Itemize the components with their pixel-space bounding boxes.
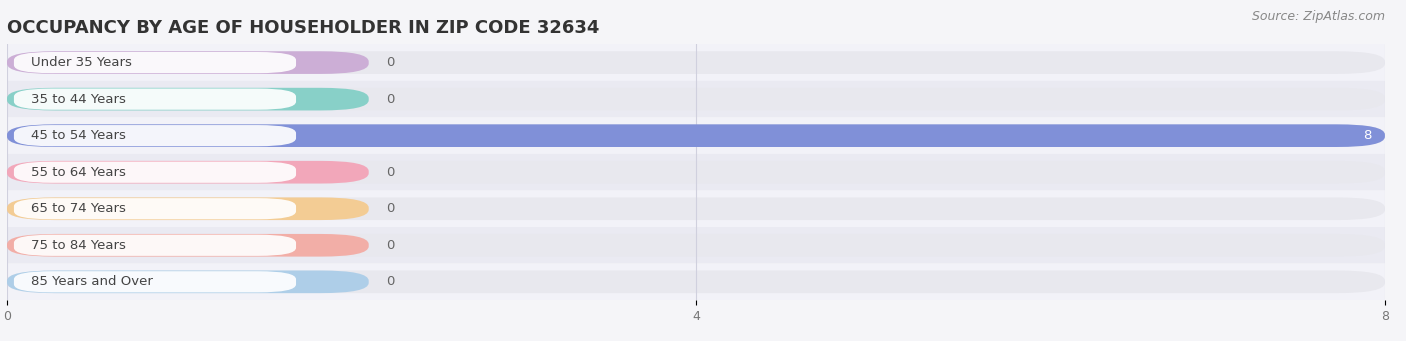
FancyBboxPatch shape <box>14 235 297 256</box>
FancyBboxPatch shape <box>7 117 1385 154</box>
FancyBboxPatch shape <box>14 89 297 110</box>
FancyBboxPatch shape <box>7 191 1385 227</box>
FancyBboxPatch shape <box>14 125 297 146</box>
Text: 35 to 44 Years: 35 to 44 Years <box>31 93 127 106</box>
Text: 0: 0 <box>387 239 394 252</box>
FancyBboxPatch shape <box>7 270 368 293</box>
Text: 8: 8 <box>1362 129 1371 142</box>
FancyBboxPatch shape <box>7 227 1385 264</box>
FancyBboxPatch shape <box>7 270 1385 293</box>
FancyBboxPatch shape <box>7 88 368 110</box>
FancyBboxPatch shape <box>7 44 1385 81</box>
Text: Source: ZipAtlas.com: Source: ZipAtlas.com <box>1251 10 1385 23</box>
Text: 0: 0 <box>387 202 394 215</box>
FancyBboxPatch shape <box>7 234 368 257</box>
FancyBboxPatch shape <box>14 271 297 292</box>
FancyBboxPatch shape <box>7 88 1385 110</box>
Text: 0: 0 <box>387 275 394 288</box>
FancyBboxPatch shape <box>7 161 368 183</box>
Text: OCCUPANCY BY AGE OF HOUSEHOLDER IN ZIP CODE 32634: OCCUPANCY BY AGE OF HOUSEHOLDER IN ZIP C… <box>7 19 599 37</box>
FancyBboxPatch shape <box>7 124 1385 147</box>
FancyBboxPatch shape <box>7 154 1385 191</box>
Text: 85 Years and Over: 85 Years and Over <box>31 275 153 288</box>
FancyBboxPatch shape <box>14 198 297 219</box>
Text: Under 35 Years: Under 35 Years <box>31 56 132 69</box>
FancyBboxPatch shape <box>7 197 368 220</box>
FancyBboxPatch shape <box>7 124 1385 147</box>
FancyBboxPatch shape <box>7 81 1385 117</box>
FancyBboxPatch shape <box>7 161 1385 183</box>
FancyBboxPatch shape <box>14 162 297 183</box>
FancyBboxPatch shape <box>14 52 297 73</box>
Text: 55 to 64 Years: 55 to 64 Years <box>31 166 127 179</box>
Text: 0: 0 <box>387 56 394 69</box>
Text: 0: 0 <box>387 166 394 179</box>
Text: 45 to 54 Years: 45 to 54 Years <box>31 129 127 142</box>
FancyBboxPatch shape <box>7 234 1385 257</box>
FancyBboxPatch shape <box>7 264 1385 300</box>
FancyBboxPatch shape <box>7 197 1385 220</box>
Text: 65 to 74 Years: 65 to 74 Years <box>31 202 127 215</box>
Text: 0: 0 <box>387 93 394 106</box>
Text: 75 to 84 Years: 75 to 84 Years <box>31 239 127 252</box>
FancyBboxPatch shape <box>7 51 368 74</box>
FancyBboxPatch shape <box>7 51 1385 74</box>
